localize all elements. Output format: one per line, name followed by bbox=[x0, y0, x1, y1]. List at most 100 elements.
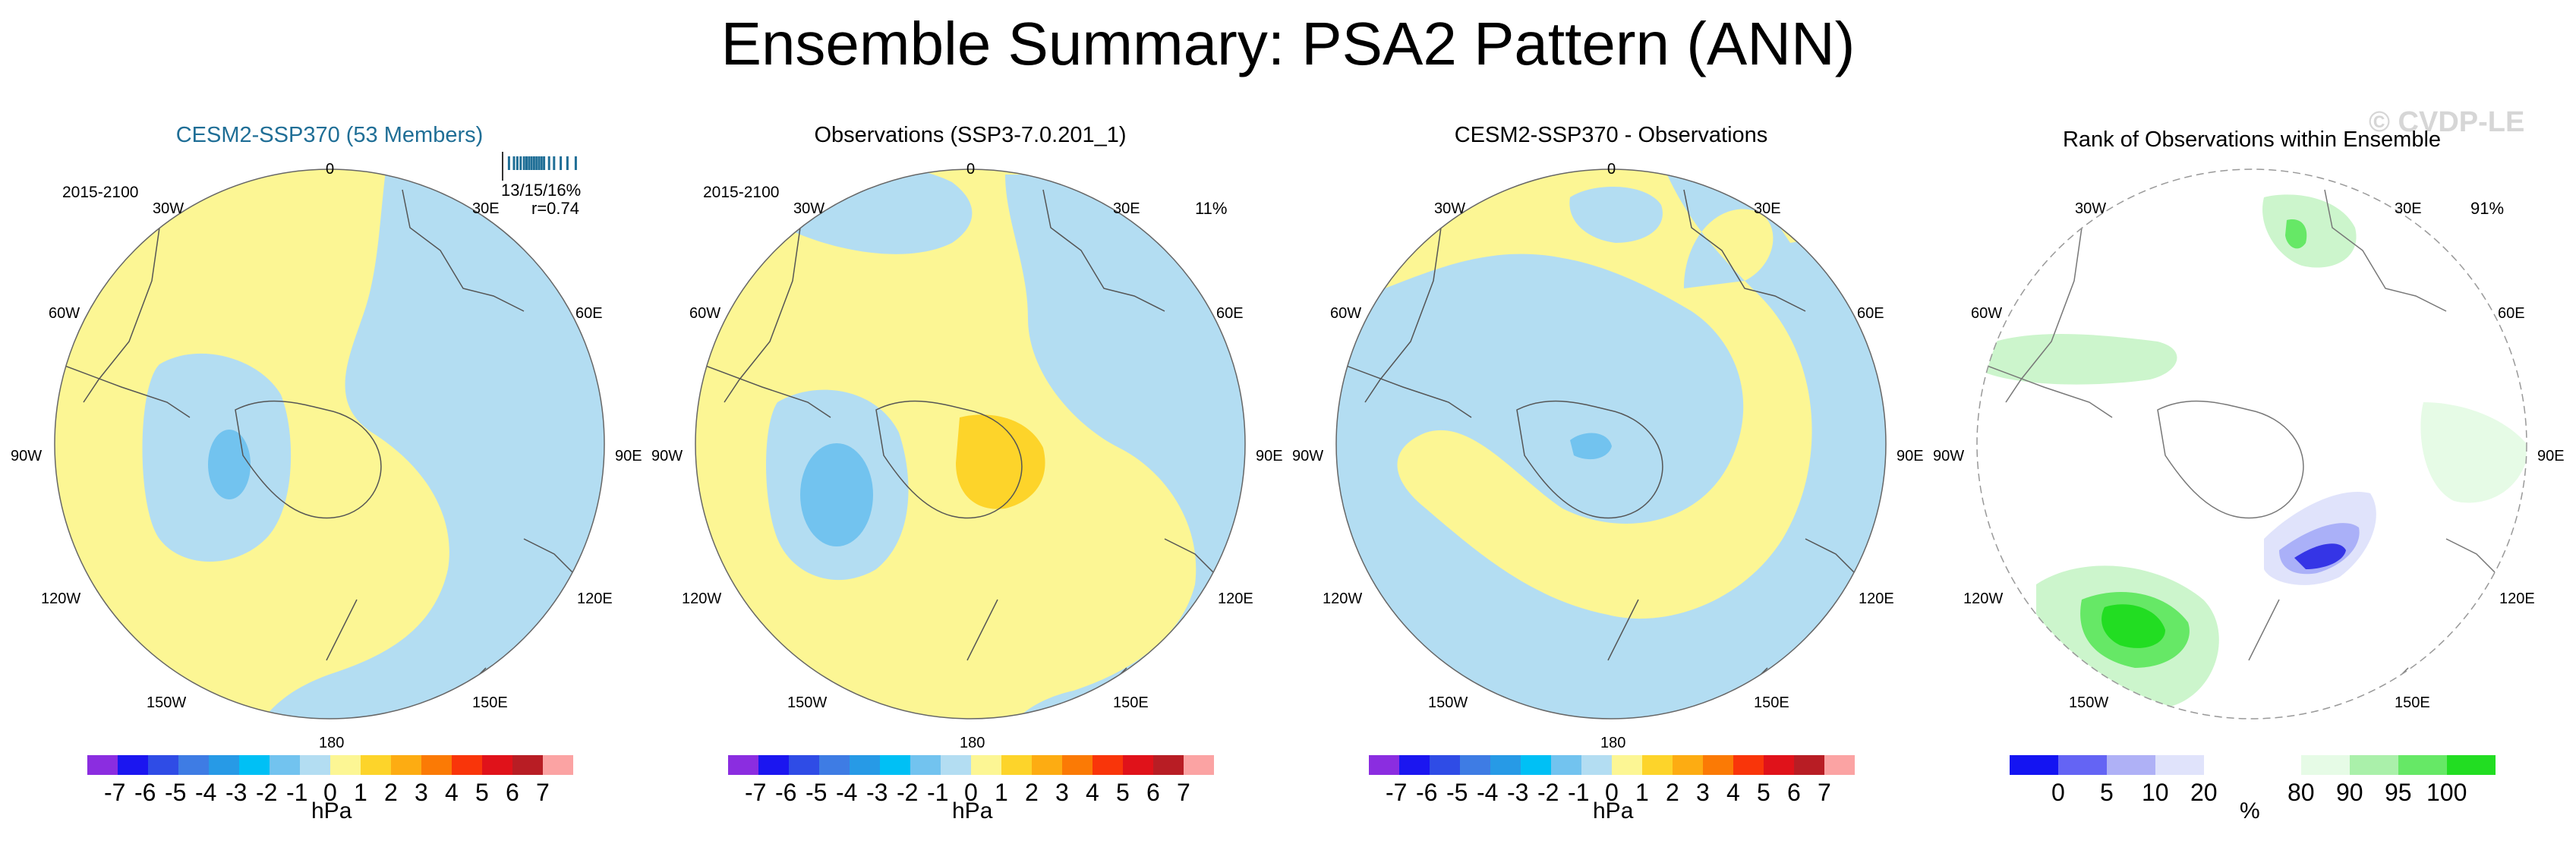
lon-label-90e: 90E bbox=[2537, 448, 2565, 464]
colorbar-tick-label: -1 bbox=[1568, 779, 1590, 806]
lon-label-120e: 120E bbox=[577, 590, 613, 607]
colorbar-tick-label: 2 bbox=[384, 779, 398, 806]
rank-high-north bbox=[2262, 194, 2357, 268]
rank-colorbar bbox=[2010, 755, 2496, 775]
colorbar-swatch bbox=[1551, 755, 1582, 775]
colorbar-tick-label: 0 bbox=[1605, 779, 1619, 806]
lon-label-0: 0 bbox=[966, 161, 976, 178]
lon-label-90e: 90E bbox=[1256, 448, 1283, 464]
rank-high-west bbox=[1977, 334, 2177, 385]
colorbar-swatch bbox=[1430, 755, 1461, 775]
colorbar-swatch bbox=[789, 755, 820, 775]
inset-correlation: r=0.74 bbox=[531, 199, 579, 218]
colorbar-tick-label: 4 bbox=[1726, 779, 1740, 806]
colorbar-swatch bbox=[1062, 755, 1093, 775]
rank-min-east bbox=[2294, 543, 2346, 569]
lon-label-60e: 60E bbox=[1216, 305, 1244, 322]
lon-label-90w: 90W bbox=[1292, 448, 1324, 464]
lon-label-90w: 90W bbox=[651, 448, 683, 464]
colorbar-swatch bbox=[1794, 755, 1825, 775]
colorbar-swatch bbox=[758, 755, 790, 775]
colorbar-swatch bbox=[1369, 755, 1400, 775]
colorbar-tick-label: 3 bbox=[1696, 779, 1710, 806]
colorbar-swatch bbox=[209, 755, 240, 775]
lon-label-30w: 30W bbox=[2075, 200, 2107, 217]
colorbar-tick-label: -3 bbox=[225, 779, 248, 806]
colorbar-swatch bbox=[1703, 755, 1734, 775]
colorbar-tick-label: -2 bbox=[897, 779, 919, 806]
inset-ticks bbox=[507, 156, 577, 170]
colorbar-swatch bbox=[1642, 755, 1673, 775]
percent-variance: 11% bbox=[1195, 199, 1228, 218]
lon-label-60e: 60E bbox=[2498, 305, 2525, 322]
period-label: 2015-2100 bbox=[62, 184, 139, 201]
lon-label-90e: 90E bbox=[1897, 448, 1924, 464]
colorbar-swatch bbox=[148, 755, 179, 775]
lon-label-180: 180 bbox=[1600, 735, 1626, 751]
lon-label-120e: 120E bbox=[2499, 590, 2535, 607]
colorbar-swatch bbox=[2204, 755, 2253, 775]
colorbar-swatch bbox=[270, 755, 301, 775]
field-positive-core bbox=[956, 414, 1045, 509]
lon-label-90w: 90W bbox=[11, 448, 43, 464]
colorbar-tick-label: 1 bbox=[995, 779, 1008, 806]
lon-label-120w: 120W bbox=[1323, 590, 1363, 607]
colorbar-tick-label: -1 bbox=[286, 779, 308, 806]
colorbar-tick-label: -4 bbox=[1477, 779, 1499, 806]
lon-label-0: 0 bbox=[1607, 161, 1616, 178]
lon-label-150w: 150W bbox=[147, 694, 187, 711]
colorbar-tick-label: 1 bbox=[1635, 779, 1649, 806]
lon-label-0: 0 bbox=[326, 161, 335, 178]
lon-label-120w: 120W bbox=[682, 590, 722, 607]
map-difference bbox=[1335, 168, 1887, 719]
colorbar-swatch bbox=[2447, 755, 2496, 775]
colorbar-tick-label: 95 bbox=[2385, 779, 2412, 806]
colorbar-tick-label: -5 bbox=[806, 779, 828, 806]
colorbar-tick-label: 5 bbox=[475, 779, 489, 806]
colorbar-tick-label: -2 bbox=[1537, 779, 1559, 806]
colorbar-swatch bbox=[880, 755, 911, 775]
colorbar-tick-label: -2 bbox=[256, 779, 278, 806]
lon-label-150w: 150W bbox=[787, 694, 828, 711]
lon-label-60w: 60W bbox=[689, 305, 721, 322]
colorbar-swatch bbox=[910, 755, 941, 775]
lon-label-120w: 120W bbox=[41, 590, 81, 607]
colorbar-tick-label: -3 bbox=[866, 779, 888, 806]
lon-label-30w: 30W bbox=[153, 200, 184, 217]
colorbar-tick-label: -7 bbox=[745, 779, 767, 806]
lon-label-60e: 60E bbox=[575, 305, 603, 322]
colorbar-tick-label: 90 bbox=[2336, 779, 2363, 806]
lon-label-60e: 60E bbox=[1857, 305, 1884, 322]
map-rank bbox=[1976, 168, 2527, 719]
colorbar-swatch bbox=[239, 755, 270, 775]
colorbar-units: hPa bbox=[1593, 798, 1634, 823]
lon-label-30w: 30W bbox=[793, 200, 825, 217]
map-observations bbox=[695, 168, 1246, 719]
lon-label-150w: 150W bbox=[2069, 694, 2109, 711]
colorbar-swatch bbox=[1490, 755, 1521, 775]
colorbar-swatch bbox=[2058, 755, 2108, 775]
colorbar-swatch bbox=[1001, 755, 1033, 775]
colorbar-tick-label: 1 bbox=[354, 779, 367, 806]
colorbar-swatch bbox=[361, 755, 392, 775]
watermark: © CVDP-LE bbox=[2369, 106, 2525, 138]
colorbar-tick-label: 4 bbox=[445, 779, 459, 806]
colorbar-swatch bbox=[1399, 755, 1430, 775]
colorbar-tick-label: 5 bbox=[1116, 779, 1130, 806]
colorbar-tick-label: 80 bbox=[2288, 779, 2315, 806]
colorbar-units: % bbox=[2240, 798, 2260, 823]
lon-label-180: 180 bbox=[319, 735, 345, 751]
colorbar-swatch bbox=[1153, 755, 1184, 775]
colorbar-swatch bbox=[300, 755, 331, 775]
colorbar-swatch bbox=[1824, 755, 1855, 775]
colorbar-swatch bbox=[1093, 755, 1124, 775]
colorbar-units: hPa bbox=[311, 798, 352, 823]
colorbar-tick-label: -3 bbox=[1507, 779, 1529, 806]
colorbar-swatch bbox=[421, 755, 452, 775]
colorbar-swatch bbox=[87, 755, 118, 775]
colorbar-tick-label: 3 bbox=[415, 779, 428, 806]
colorbar-swatch bbox=[2350, 755, 2399, 775]
inset-stats-box bbox=[502, 152, 577, 181]
colorbar-tick-label: -5 bbox=[165, 779, 187, 806]
lon-label-30e: 30E bbox=[1754, 200, 1781, 217]
